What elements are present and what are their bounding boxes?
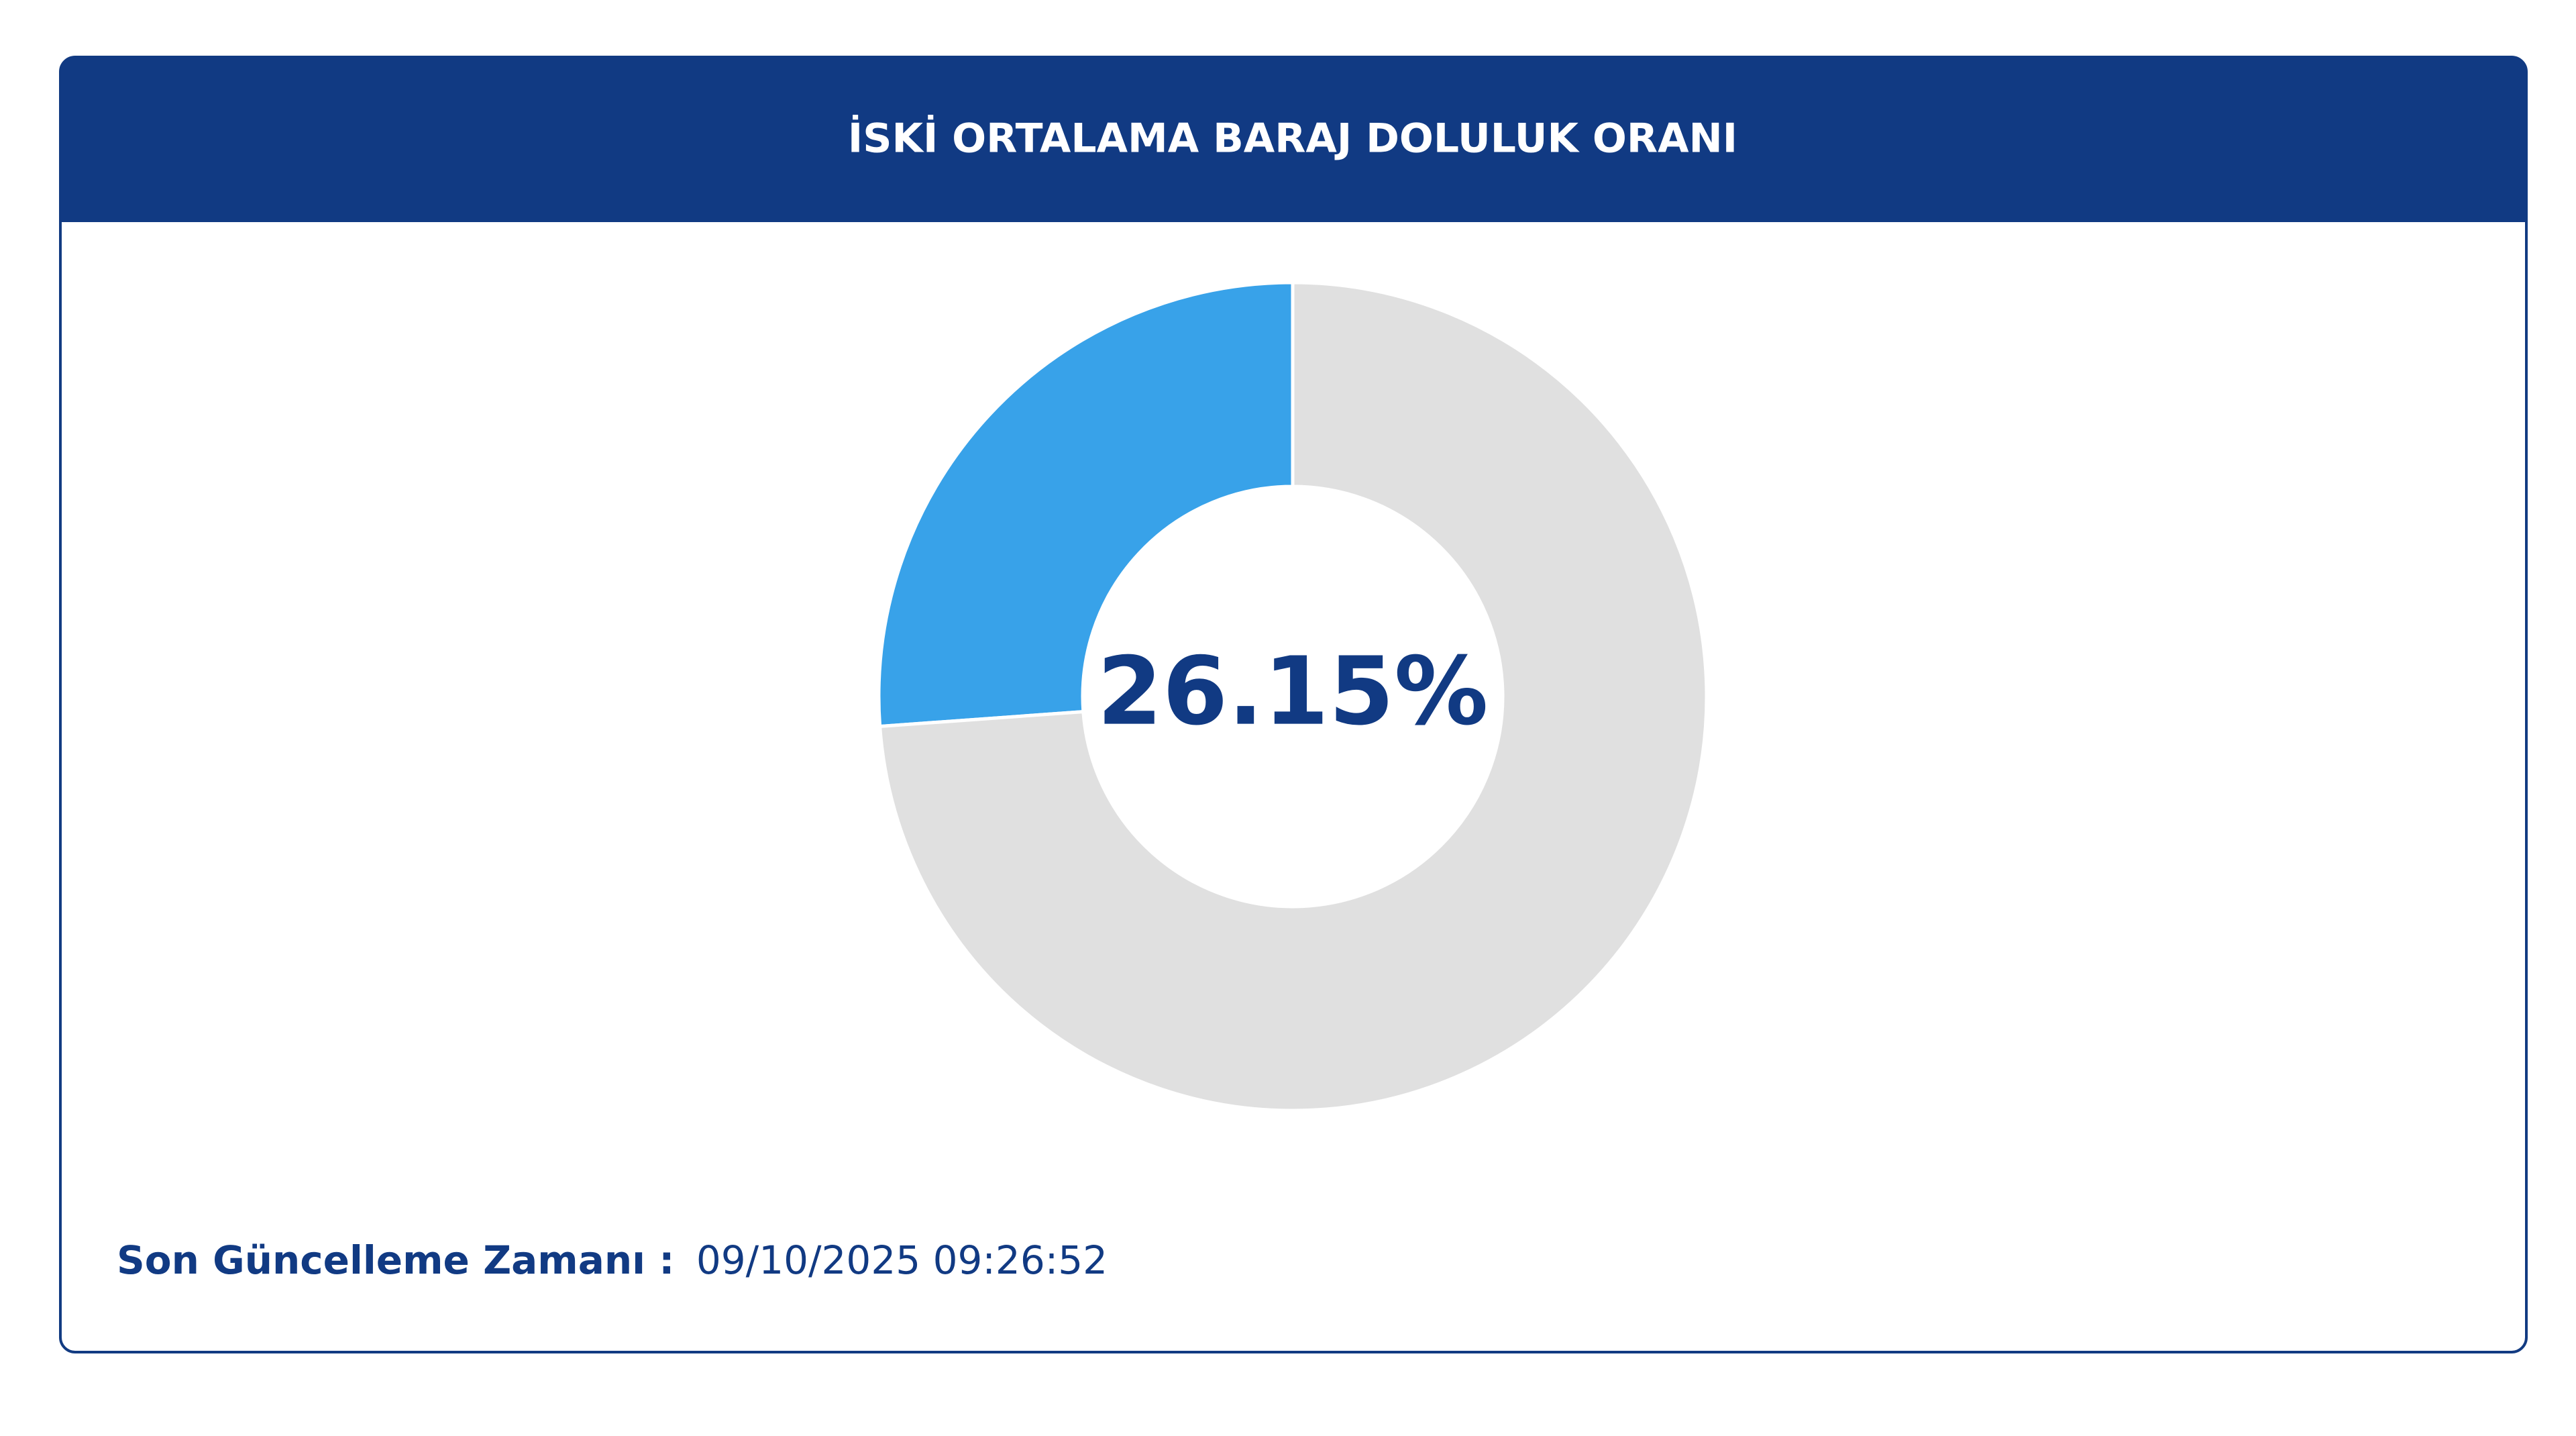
card-header (60, 57, 2526, 222)
donut-segment (877, 280, 1295, 729)
chart-title: İSKİ ORTALAMA BARAJ DOLULUK ORANI (848, 114, 1737, 162)
footer: Son Güncelleme Zamanı : 09/10/2025 09:26… (117, 1237, 1108, 1283)
center-label: 26.15% (1097, 637, 1488, 747)
footer-label: Son Güncelleme Zamanı : (117, 1237, 674, 1283)
donut (877, 280, 1709, 1113)
updated-time: 09/10/2025 09:26:52 (696, 1237, 1108, 1283)
donut-segment (877, 280, 1709, 1113)
